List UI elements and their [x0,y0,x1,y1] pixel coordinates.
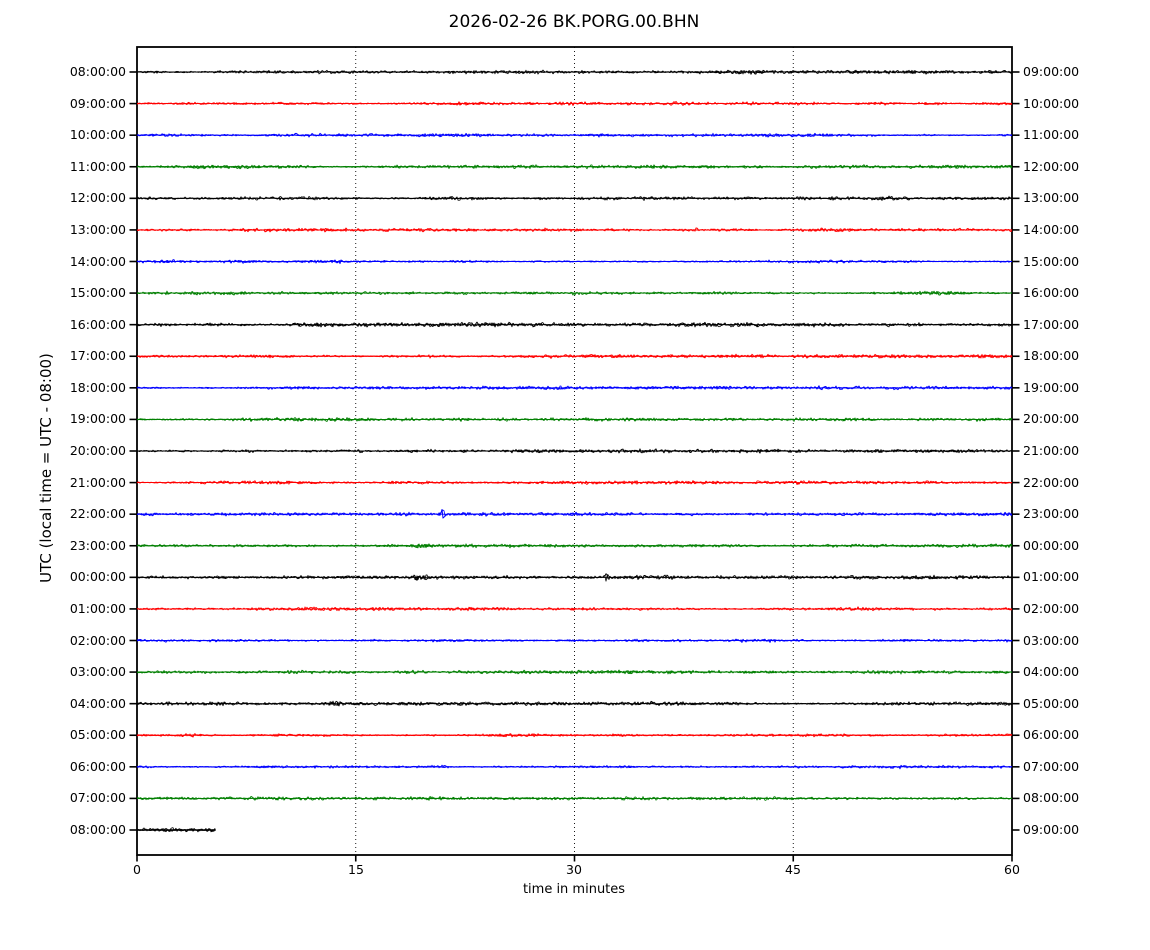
row-left-label: 19:00:00 [69,411,126,427]
trace-row-17 [136,606,1013,612]
x-tick-label: 60 [1004,862,1020,877]
x-tick-label: 0 [133,862,141,877]
row-right-label: 10:00:00 [1023,95,1080,111]
row-right-label: 13:00:00 [1023,190,1080,206]
row-right-label: 02:00:00 [1023,600,1080,616]
row-left-label: 02:00:00 [69,632,126,648]
row-left-label: 09:00:00 [69,95,126,111]
row-right-label: 19:00:00 [1023,379,1080,395]
trace-row-8 [136,321,1013,328]
trace-row-17 [136,606,1013,612]
trace-row-24 [136,827,216,833]
row-left-label: 08:00:00 [69,64,126,79]
row-right-label: 14:00:00 [1023,221,1080,237]
row-right-label: 17:00:00 [1023,316,1080,332]
trace-row-2 [136,132,1013,138]
row-left-label: 01:00:00 [69,600,126,616]
trace-row-13 [136,480,1013,485]
trace-row-6 [136,259,1013,264]
row-left-label: 05:00:00 [69,727,126,743]
trace-row-9 [136,353,1013,359]
row-left-label: 06:00:00 [69,758,126,774]
row-right-label: 20:00:00 [1023,411,1080,427]
trace-row-22 [136,764,1013,769]
row-right-label: 21:00:00 [1023,443,1080,458]
row-left-label: 18:00:00 [69,379,126,395]
trace-row-3 [136,164,1013,170]
row-right-label: 05:00:00 [1023,695,1080,711]
trace-row-21 [136,733,1013,738]
row-right-label: 08:00:00 [1023,790,1080,806]
row-right-label: 00:00:00 [1023,537,1080,553]
trace-row-1 [136,101,1013,106]
row-left-label: 07:00:00 [69,790,126,806]
row-right-label: 15:00:00 [1023,253,1080,269]
trace-row-5 [136,227,1013,233]
row-right-label: 16:00:00 [1023,285,1080,301]
row-left-label: 15:00:00 [69,285,126,301]
trace-row-20 [136,700,1013,707]
trace-row-7 [136,290,1013,296]
row-right-label: 18:00:00 [1023,348,1080,364]
row-left-label: 11:00:00 [69,158,126,174]
row-right-label: 23:00:00 [1023,506,1080,522]
trace-row-19 [136,669,1013,675]
trace-row-13 [136,480,1013,486]
x-tick-label: 30 [566,862,582,877]
x-tick-label: 15 [348,862,364,877]
x-tick-label: 45 [785,862,801,877]
row-right-label: 07:00:00 [1023,758,1080,774]
row-left-label: 08:00:00 [69,822,126,837]
row-left-label: 10:00:00 [69,127,126,143]
row-left-label: 22:00:00 [69,506,126,522]
row-left-label: 00:00:00 [69,569,126,585]
row-left-label: 16:00:00 [69,316,126,332]
row-left-label: 21:00:00 [69,474,126,490]
trace-row-3 [136,164,1013,170]
trace-row-15 [136,543,1013,549]
trace-row-4 [136,195,1013,201]
trace-row-5 [136,227,1013,233]
row-right-label: 22:00:00 [1023,474,1080,490]
trace-row-10 [136,385,1013,391]
trace-row-0 [136,69,1013,75]
row-left-label: 04:00:00 [69,695,126,711]
row-right-label: 12:00:00 [1023,158,1080,174]
row-left-label: 12:00:00 [69,190,126,206]
x-axis-label: time in minutes [522,882,626,897]
trace-row-18 [136,638,1013,643]
chart-title: 2026-02-26 BK.PORG.00.BHN [448,12,700,32]
trace-row-14 [136,509,1013,517]
row-left-label: 13:00:00 [69,221,126,237]
row-right-label: 01:00:00 [1023,569,1080,585]
row-right-label: 09:00:00 [1023,822,1080,837]
trace-row-11 [136,416,1013,422]
row-left-label: 14:00:00 [69,253,126,269]
trace-row-12 [136,448,1013,454]
row-right-label: 09:00:00 [1023,64,1080,79]
row-left-label: 03:00:00 [69,664,126,680]
row-left-label: 20:00:00 [69,443,126,458]
row-right-label: 06:00:00 [1023,727,1080,743]
row-left-label: 23:00:00 [69,537,126,553]
row-right-label: 11:00:00 [1023,127,1080,143]
trace-row-23 [136,796,1013,801]
row-right-label: 03:00:00 [1023,632,1080,648]
row-right-label: 04:00:00 [1023,664,1080,680]
row-left-label: 17:00:00 [69,348,126,364]
trace-row-16 [136,574,1013,582]
